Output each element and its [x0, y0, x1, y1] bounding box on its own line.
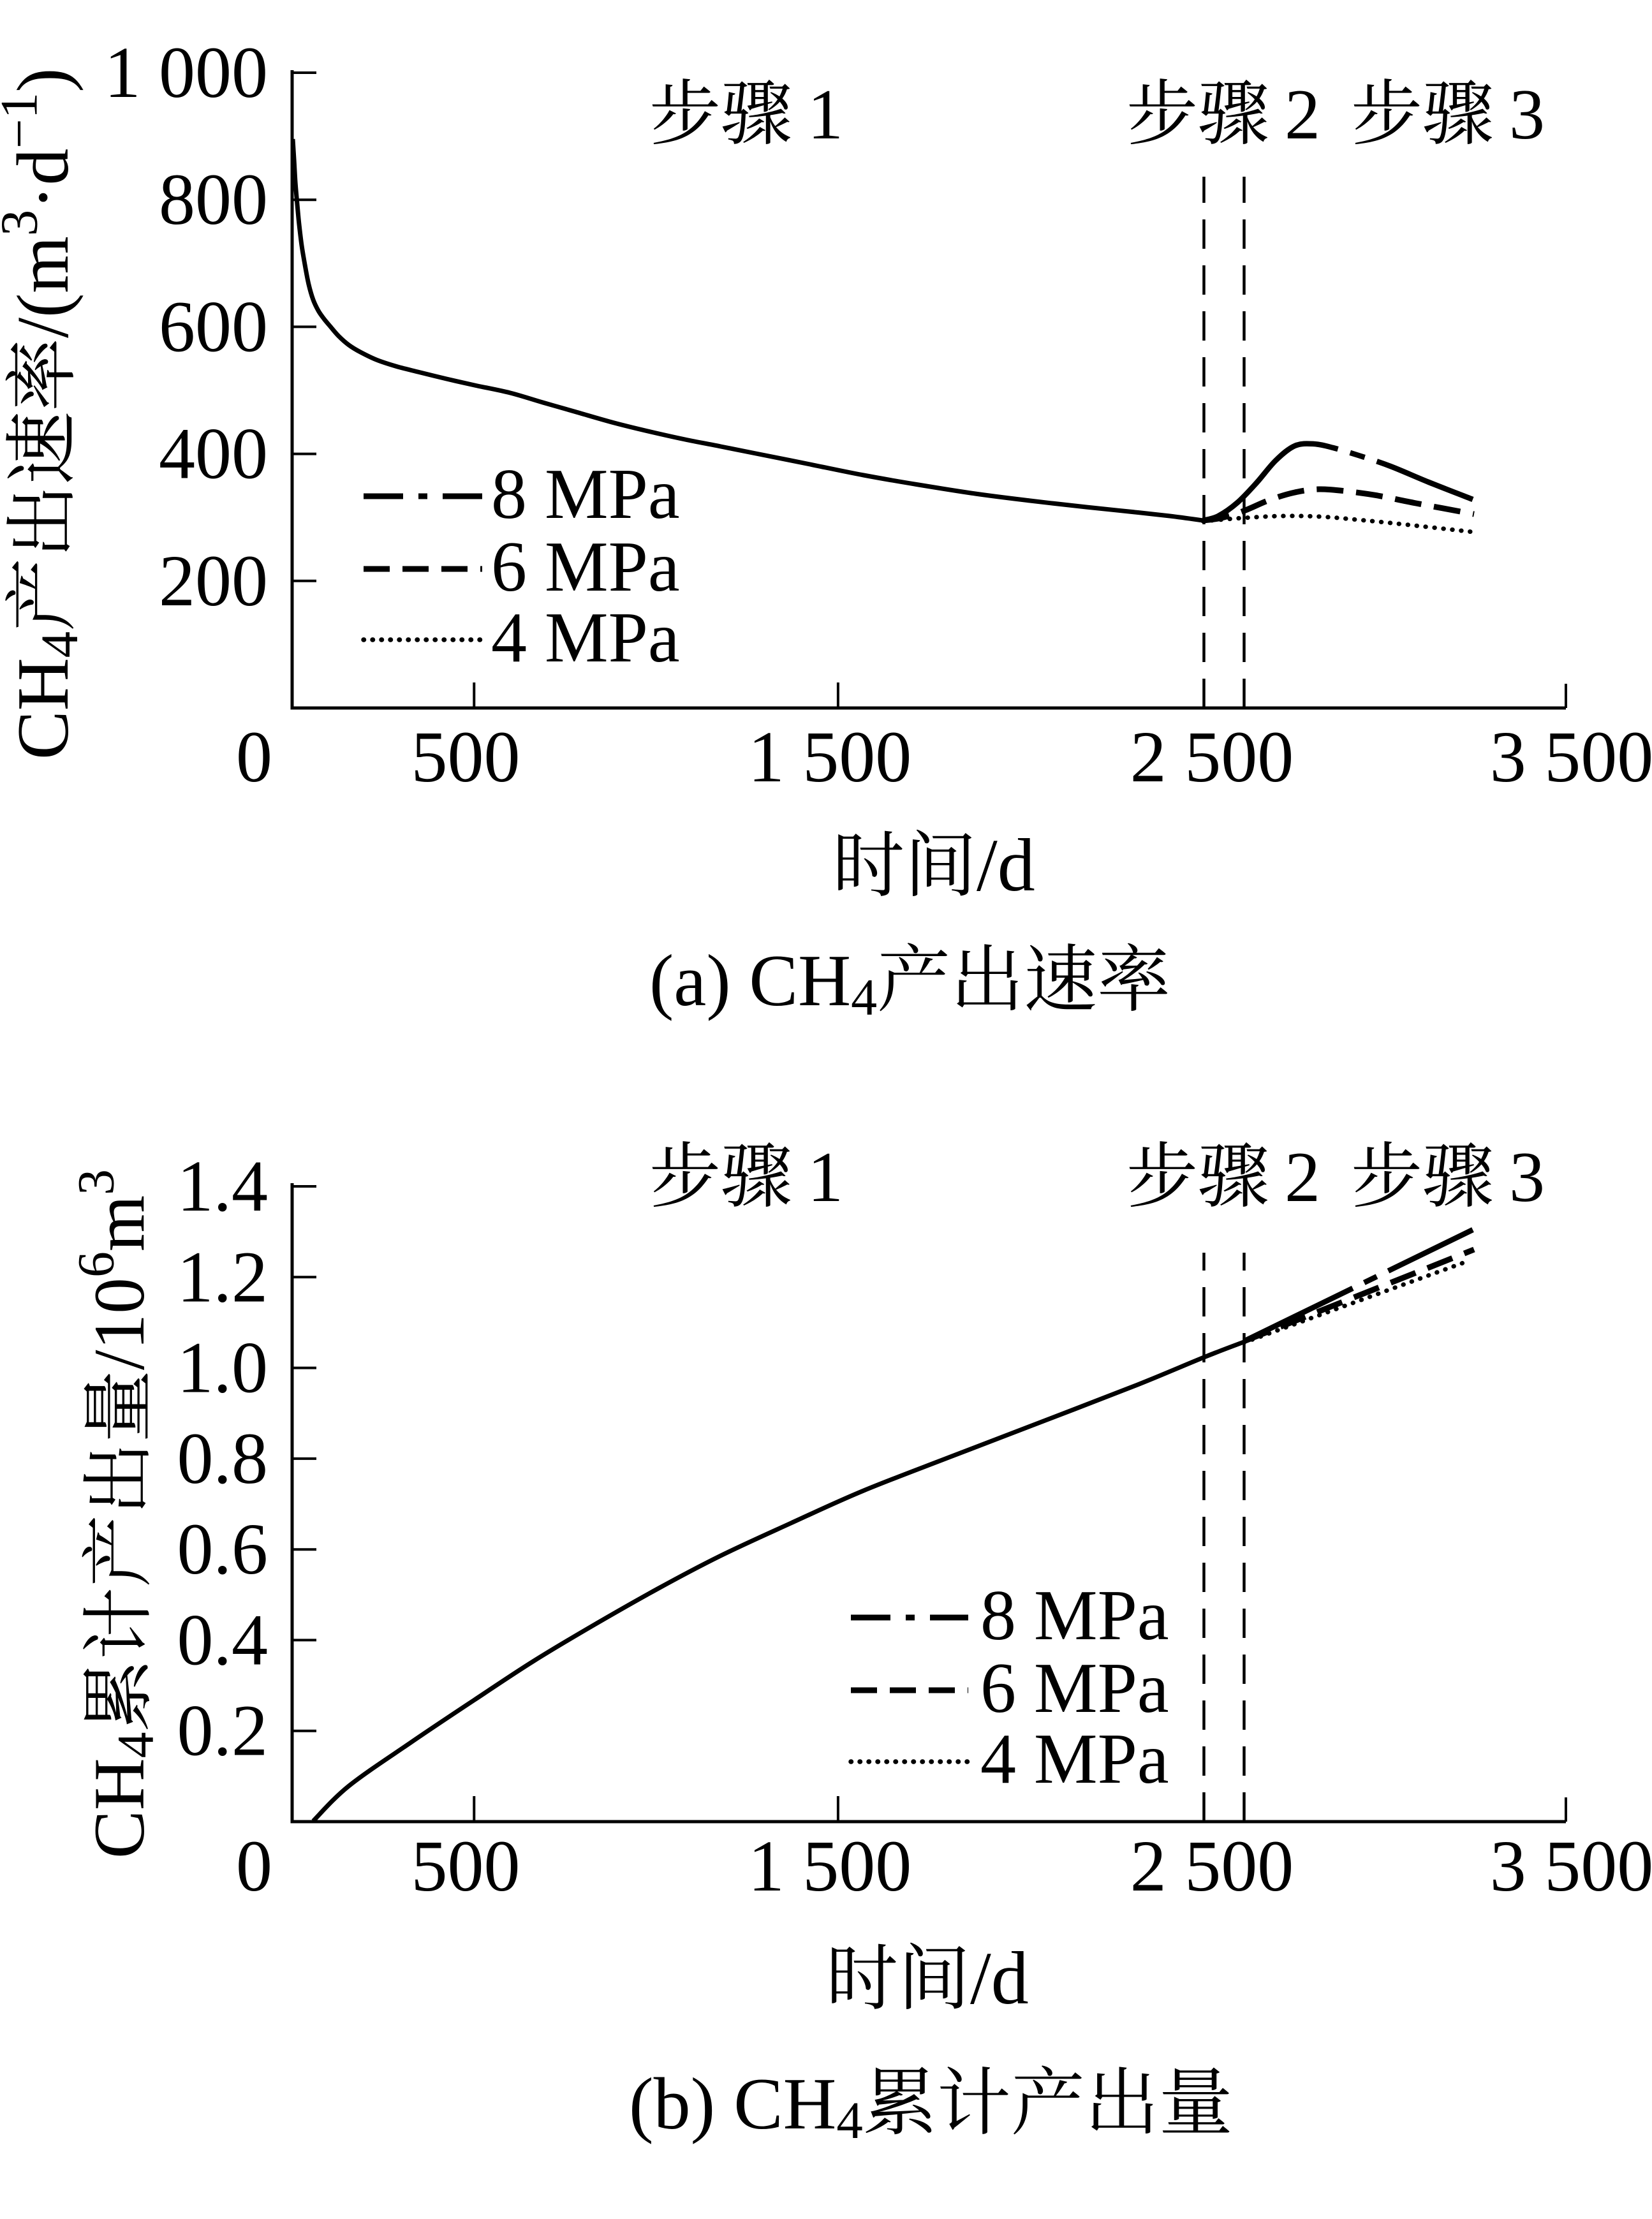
svg-text:600: 600	[159, 286, 268, 367]
svg-text:2 500: 2 500	[1130, 1825, 1294, 1906]
svg-text:/d: /d	[977, 823, 1035, 907]
svg-text:2: 2	[1285, 1138, 1320, 1217]
svg-text:3: 3	[1509, 75, 1545, 154]
svg-text:/10: /10	[79, 1278, 159, 1370]
svg-text:CH: CH	[79, 1758, 159, 1859]
svg-text:4 MPa: 4 MPa	[491, 598, 680, 677]
svg-text:200: 200	[159, 540, 268, 621]
svg-text:3: 3	[0, 210, 48, 236]
svg-text:0.4: 0.4	[177, 1599, 269, 1680]
svg-text:4: 4	[107, 1732, 165, 1758]
svg-text:(a) CH4: (a) CH4	[649, 940, 877, 1026]
svg-text:/d: /d	[970, 1936, 1029, 2020]
svg-text:6 MPa: 6 MPa	[491, 527, 680, 607]
svg-text:8 MPa: 8 MPa	[491, 455, 680, 534]
svg-text:3 500: 3 500	[1490, 1825, 1652, 1906]
svg-text:1 500: 1 500	[748, 716, 912, 797]
svg-text:−1: −1	[0, 92, 48, 149]
svg-text:2: 2	[1285, 75, 1320, 154]
svg-text:0.2: 0.2	[177, 1690, 269, 1771]
svg-text:2 500: 2 500	[1130, 716, 1294, 797]
svg-text:): )	[3, 68, 84, 92]
svg-text:3: 3	[66, 1169, 124, 1195]
svg-text:6 MPa: 6 MPa	[980, 1649, 1169, 1728]
svg-text:3: 3	[1509, 1138, 1545, 1217]
svg-text:(b) CH4: (b) CH4	[629, 2063, 863, 2149]
svg-text:1 500: 1 500	[748, 1825, 912, 1906]
svg-text:3 500: 3 500	[1490, 716, 1652, 797]
svg-text:·d: ·d	[3, 149, 84, 210]
svg-text:0.8: 0.8	[177, 1418, 269, 1499]
svg-text:4: 4	[30, 631, 89, 658]
svg-text:0: 0	[236, 716, 272, 797]
svg-text:800: 800	[159, 159, 268, 240]
svg-text:1.2: 1.2	[177, 1236, 269, 1317]
svg-text:400: 400	[159, 413, 268, 494]
svg-text:CH: CH	[3, 658, 84, 760]
svg-text:6: 6	[66, 1251, 124, 1278]
svg-text:1: 1	[808, 75, 843, 154]
svg-text:m: m	[79, 1195, 159, 1251]
svg-text:1.4: 1.4	[177, 1146, 269, 1227]
svg-text:0.6: 0.6	[177, 1508, 269, 1589]
svg-text:500: 500	[411, 1825, 520, 1906]
svg-text:500: 500	[411, 716, 520, 797]
svg-text:8 MPa: 8 MPa	[980, 1576, 1169, 1655]
svg-text:1.0: 1.0	[177, 1327, 269, 1408]
svg-text:1: 1	[808, 1138, 843, 1217]
svg-text:4 MPa: 4 MPa	[980, 1720, 1169, 1799]
svg-text:0: 0	[236, 1825, 272, 1906]
svg-text:/(m: /(m	[3, 236, 84, 338]
svg-text:1 000: 1 000	[105, 32, 269, 113]
